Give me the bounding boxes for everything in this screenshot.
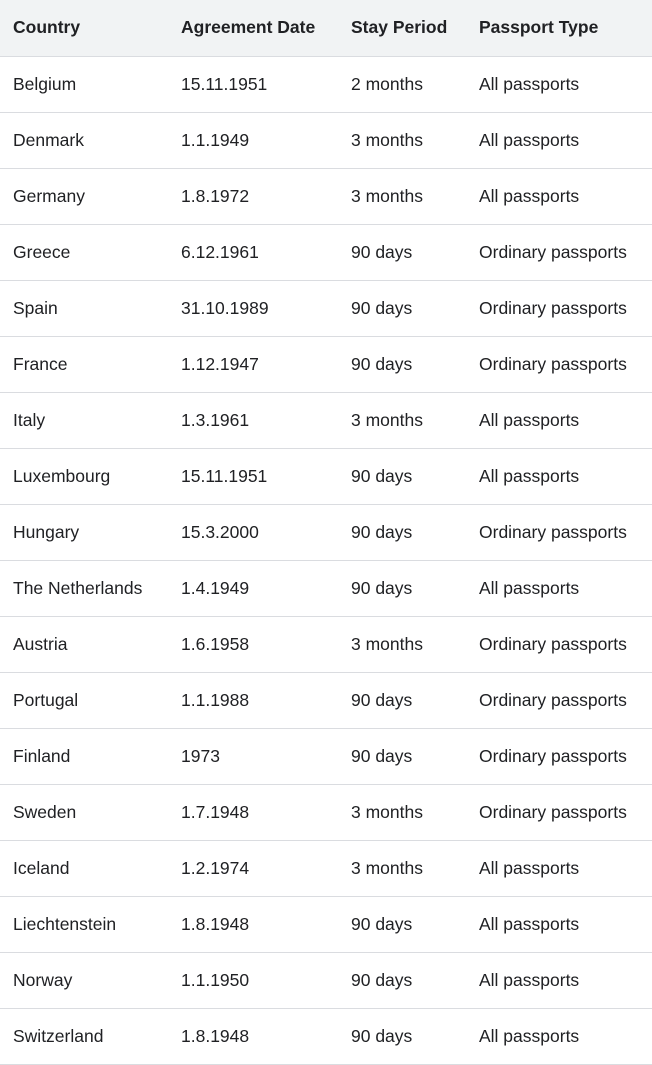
agreement-date-cell: 1973: [168, 728, 338, 785]
stay-period-cell: 90 days: [338, 896, 467, 953]
agreement-date-cell: 1.1.1949: [168, 112, 338, 169]
stay-period-cell: 90 days: [338, 224, 467, 281]
country-cell: Portugal: [0, 672, 168, 729]
agreement-date-cell: 15.3.2000: [168, 504, 338, 561]
agreement-date-cell: 15.11.1951: [168, 448, 338, 505]
agreement-date-cell: 1.12.1947: [168, 336, 338, 393]
passport-type-cell: All passports: [467, 392, 652, 449]
country-cell: France: [0, 336, 168, 393]
agreement-date-cell: 1.7.1948: [168, 784, 338, 841]
passport-type-cell: Ordinary passports: [467, 728, 652, 785]
stay-period-cell: 90 days: [338, 504, 467, 561]
country-cell: Austria: [0, 616, 168, 673]
stay-period-cell: 3 months: [338, 784, 467, 841]
passport-type-cell: All passports: [467, 56, 652, 113]
passport-type-cell: All passports: [467, 840, 652, 897]
passport-type-cell: Ordinary passports: [467, 616, 652, 673]
agreement-date-cell: 31.10.1989: [168, 280, 338, 337]
passport-type-cell: Ordinary passports: [467, 336, 652, 393]
stay-period-cell: 3 months: [338, 168, 467, 225]
passport-type-cell: All passports: [467, 896, 652, 953]
country-cell: Sweden: [0, 784, 168, 841]
country-cell: Belgium: [0, 56, 168, 113]
stay-period-cell: 90 days: [338, 672, 467, 729]
country-cell: Luxembourg: [0, 448, 168, 505]
table-row: Portugal 1.1.1988 90 days Ordinary passport…: [0, 672, 652, 729]
column-header-passport-type: Passport Type: [467, 0, 652, 57]
country-cell: Italy: [0, 392, 168, 449]
stay-period-cell: 2 months: [338, 56, 467, 113]
agreement-date-cell: 1.8.1972: [168, 168, 338, 225]
country-cell: Norway: [0, 952, 168, 1009]
table-row: Finland 1973 90 days Ordinary passports: [0, 728, 652, 785]
table-row: Greece 6.12.1961 90 days Ordinary passports: [0, 224, 652, 281]
passport-type-cell: All passports: [467, 168, 652, 225]
table-header: Country Agreement Date Stay Period Passp…: [0, 0, 652, 57]
column-header-stay-period: Stay Period: [338, 0, 467, 57]
table-row: Hungary 15.3.2000 90 days Ordinary passport…: [0, 504, 652, 561]
agreement-date-cell: 6.12.1961: [168, 224, 338, 281]
passport-type-cell: Ordinary passports: [467, 784, 652, 841]
agreement-date-cell: 1.4.1949: [168, 560, 338, 617]
column-header-agreement-date: Agreement Date: [168, 0, 338, 57]
table-row: Germany 1.8.1972 3 months All passports: [0, 168, 652, 225]
header-row: Country Agreement Date Stay Period Passp…: [0, 0, 652, 57]
stay-period-cell: 3 months: [338, 392, 467, 449]
country-cell: Hungary: [0, 504, 168, 561]
table-row: Sweden 1.7.1948 3 months Ordinary passports: [0, 784, 652, 841]
agreement-date-cell: 1.2.1974: [168, 840, 338, 897]
table-row: Spain 31.10.1989 90 days Ordinary passports: [0, 280, 652, 337]
agreement-date-cell: 1.1.1988: [168, 672, 338, 729]
passport-type-cell: All passports: [467, 1008, 652, 1065]
stay-period-cell: 90 days: [338, 728, 467, 785]
agreement-date-cell: 15.11.1951: [168, 56, 338, 113]
stay-period-cell: 3 months: [338, 840, 467, 897]
table-row: Liechtenstein 1.8.1948 90 days All passport…: [0, 896, 652, 953]
table-row: Denmark 1.1.1949 3 months All passports: [0, 112, 652, 169]
table-body: Belgium 15.11.1951 2 months All passports De…: [0, 56, 652, 1065]
country-cell: Liechtenstein: [0, 896, 168, 953]
country-cell: The Netherlands: [0, 560, 168, 617]
agreement-date-cell: 1.3.1961: [168, 392, 338, 449]
country-cell: Iceland: [0, 840, 168, 897]
table-row: Belgium 15.11.1951 2 months All passports: [0, 56, 652, 113]
country-cell: Greece: [0, 224, 168, 281]
passport-type-cell: Ordinary passports: [467, 504, 652, 561]
column-header-country: Country: [0, 0, 168, 57]
table-row: Austria 1.6.1958 3 months Ordinary passport…: [0, 616, 652, 673]
agreement-date-cell: 1.8.1948: [168, 896, 338, 953]
passport-type-cell: Ordinary passports: [467, 672, 652, 729]
table-row: Norway 1.1.1950 90 days All passports: [0, 952, 652, 1009]
country-cell: Finland: [0, 728, 168, 785]
agreement-date-cell: 1.1.1950: [168, 952, 338, 1009]
country-cell: Germany: [0, 168, 168, 225]
stay-period-cell: 90 days: [338, 448, 467, 505]
passport-type-cell: All passports: [467, 560, 652, 617]
passport-type-cell: Ordinary passports: [467, 224, 652, 281]
passport-type-cell: All passports: [467, 112, 652, 169]
table-row: France 1.12.1947 90 days Ordinary passports: [0, 336, 652, 393]
passport-type-cell: All passports: [467, 448, 652, 505]
stay-period-cell: 3 months: [338, 616, 467, 673]
stay-period-cell: 90 days: [338, 336, 467, 393]
table-row: Iceland 1.2.1974 3 months All passports: [0, 840, 652, 897]
stay-period-cell: 3 months: [338, 112, 467, 169]
country-cell: Denmark: [0, 112, 168, 169]
stay-period-cell: 90 days: [338, 560, 467, 617]
country-cell: Spain: [0, 280, 168, 337]
passport-type-cell: Ordinary passports: [467, 280, 652, 337]
agreement-date-cell: 1.6.1958: [168, 616, 338, 673]
passport-type-cell: All passports: [467, 952, 652, 1009]
table-row: Italy 1.3.1961 3 months All passports: [0, 392, 652, 449]
table-row: Luxembourg 15.11.1951 90 days All passports: [0, 448, 652, 505]
stay-period-cell: 90 days: [338, 280, 467, 337]
table-row: The Netherlands 1.4.1949 90 days All passpo…: [0, 560, 652, 617]
stay-period-cell: 90 days: [338, 952, 467, 1009]
country-cell: Switzerland: [0, 1008, 168, 1065]
